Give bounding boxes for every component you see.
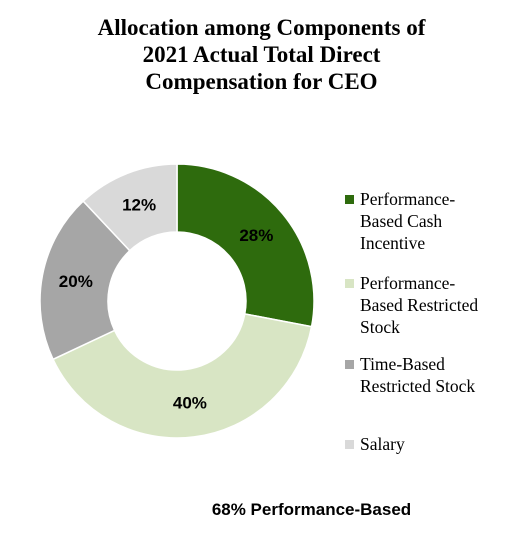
legend-swatch	[345, 360, 354, 369]
legend-label-line: Based Cash	[360, 211, 443, 231]
legend-item-performance-based-restricted-stock: Performance- Based Restricted Stock	[345, 272, 510, 338]
donut-slice-performance-based-restricted-stock	[52, 313, 313, 439]
data-label-performance-based-restricted-stock: 40%	[173, 394, 207, 413]
legend-swatch	[345, 279, 354, 288]
legend-label: Performance- Based Cash Incentive	[360, 188, 510, 254]
legend-label-line: Incentive	[360, 233, 426, 253]
legend-label-line: Performance-	[360, 273, 456, 293]
legend-item-performance-based-cash-incentive: Performance- Based Cash Incentive	[345, 188, 510, 254]
legend-label-line: Time-Based	[360, 354, 445, 374]
chart-title-line: 2021 Actual Total Direct	[142, 42, 381, 67]
legend-label: Performance- Based Restricted Stock	[360, 272, 510, 338]
chart-title-line: Compensation for CEO	[145, 69, 378, 94]
donut-slice-time-based-restricted-stock	[39, 200, 131, 361]
legend-swatch	[345, 440, 354, 449]
legend-label: Salary	[360, 433, 510, 455]
data-label-performance-based-cash-incentive: 28%	[239, 226, 273, 245]
data-label-time-based-restricted-stock: 20%	[59, 272, 93, 291]
legend-label-line: Stock	[360, 317, 400, 337]
legend-label-line: Restricted Stock	[360, 376, 476, 396]
data-label-salary: 12%	[122, 196, 156, 215]
chart-title: Allocation among Components of 2021 Actu…	[0, 14, 523, 95]
legend-label: Time-Based Restricted Stock	[360, 353, 510, 397]
donut-slice-performance-based-cash-incentive	[176, 163, 315, 328]
legend-label-line: Based Restricted	[360, 295, 479, 315]
legend-item-time-based-restricted-stock: Time-Based Restricted Stock	[345, 353, 510, 397]
donut-slice-salary	[82, 163, 178, 252]
legend-label-line: Performance-	[360, 189, 456, 209]
chart-title-line: Allocation among Components of	[97, 15, 426, 40]
legend-label-line: Salary	[360, 434, 405, 454]
legend-swatch	[345, 195, 354, 204]
legend-item-salary: Salary	[345, 433, 510, 455]
footer-note: 68% Performance-Based	[211, 500, 412, 519]
